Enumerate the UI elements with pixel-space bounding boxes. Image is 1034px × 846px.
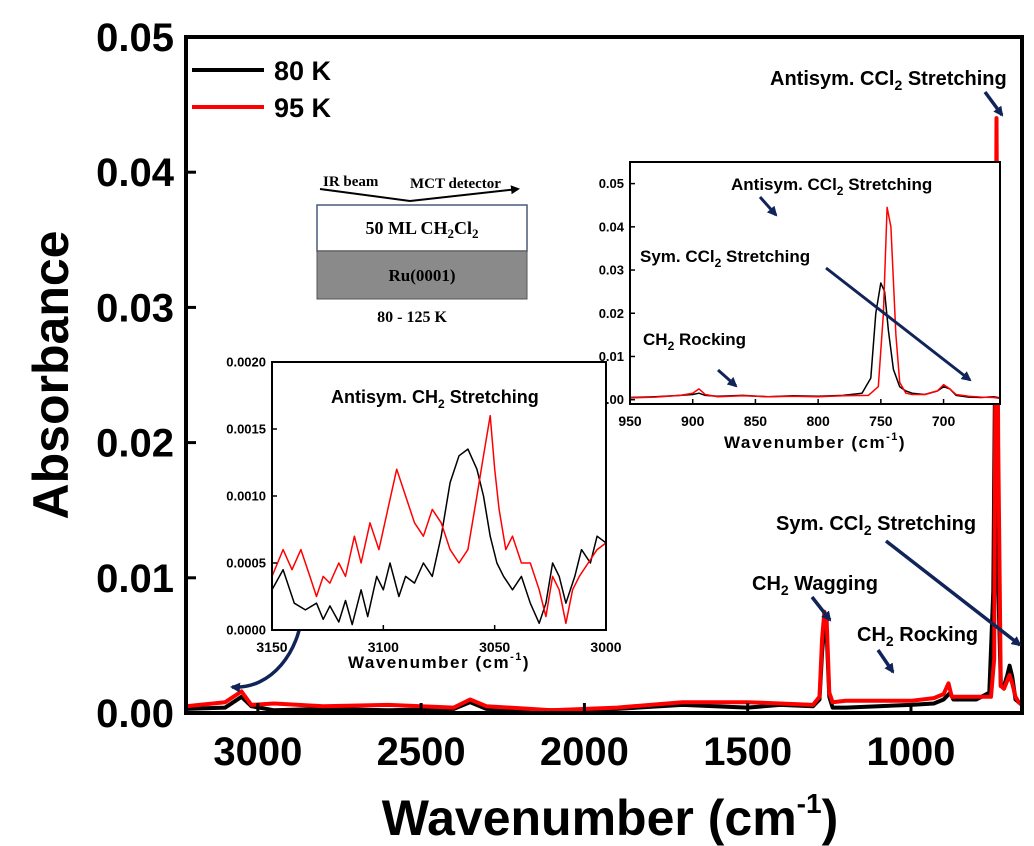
main-series-group — [186, 116, 1022, 713]
substrate-layer — [316, 250, 528, 300]
main-y-tick-label: 0.00 — [96, 692, 174, 736]
main-y-axis: 0.00 0.01 0.02 0.03 0.04 0.05 — [96, 16, 196, 736]
inset-arrow-sym — [825, 266, 972, 382]
main-plot-frame — [184, 35, 1024, 715]
inset_ccl2-x-tick-label: 750 — [869, 413, 893, 429]
inset-ccl2-frame — [629, 161, 1001, 405]
main-x-tick-label: 1000 — [866, 730, 955, 774]
inset_ccl2-y-tick-label: 0.03 — [599, 263, 624, 278]
annotation-ch2-wagging: CH2 Wagging — [752, 573, 878, 598]
inset_ch2-x-tick-label: 3150 — [256, 639, 287, 655]
main-x-tick-label: 2500 — [377, 730, 466, 774]
arrow-antisym-ccl2 — [983, 90, 1004, 117]
arrow-sym-ccl2 — [884, 539, 1022, 647]
inset-ccl2-x-axis: 950 900 850 800 750 700 — [618, 399, 955, 429]
main-y-axis-title: Absorbance — [23, 231, 79, 520]
main-chart: 0.00 0.01 0.02 0.03 0.04 0.05 3000 2500 2000 150… — [23, 16, 1024, 846]
annotation-ch2-rocking: CH2 Rocking — [857, 624, 978, 649]
inset-annotation-ch2-rocking: CH2 Rocking — [643, 330, 746, 353]
inset_ch2-y-tick-label: 0.0010 — [226, 489, 266, 504]
ir-beam-label: IR beam — [323, 174, 379, 190]
annotation-antisym-ccl2: Antisym. CCl2 Stretching — [770, 68, 1007, 93]
main-y-tick-label: 0.05 — [96, 16, 174, 60]
inset_ch2-series-95k — [272, 414, 606, 625]
film-label: 50 ML CH2Cl2 — [365, 218, 478, 241]
main-x-tick-label: 1500 — [703, 730, 792, 774]
detector-label: MCT detector — [410, 176, 501, 192]
inset_ch2-y-tick-label: 0.0020 — [226, 355, 266, 370]
inset-annotation-antisym-ccl2: Antisym. CCl2 Stretching — [731, 175, 932, 198]
inset_ch2-y-tick-label: 0.0005 — [226, 556, 266, 571]
experiment-schematic: IR beam MCT detector 50 ML CH2Cl2 Ru(000… — [316, 174, 528, 326]
temperature-label: 80 - 125 K — [377, 309, 447, 326]
inset-annotation-sym-ccl2: Sym. CCl2 Stretching — [640, 247, 810, 270]
main-y-tick-label: 0.02 — [96, 422, 174, 466]
inset-ccl2-annotations: Antisym. CCl2 Stretching Sym. CCl2 Stret… — [640, 175, 932, 353]
inset_ccl2-y-tick-label: 0.01 — [599, 349, 624, 364]
main-series-95k — [186, 116, 1022, 713]
inset_ch2-y-tick-label: 0.0015 — [226, 422, 266, 437]
inset-ccl2-arrows — [717, 196, 972, 388]
substrate-label: Ru(0001) — [388, 266, 455, 285]
inset-annotation-ch2-stretching: Antisym. CH2 Stretching — [331, 387, 539, 411]
ir-beam-in — [319, 188, 411, 202]
arrow-ch2-rocking — [876, 649, 895, 674]
inset-ch2-x-axis-title: Wavenumber (cm-1) — [348, 651, 530, 672]
legend-label-80k: 80 K — [274, 56, 332, 86]
inset_ch2-x-tick-label: 3050 — [479, 639, 510, 655]
inset_ccl2-y-tick-label: 0.02 — [599, 306, 624, 321]
main-x-axis-title: Wavenumber (cm-1) — [382, 788, 838, 846]
film-layer — [316, 204, 528, 252]
inset-ch2-series-group — [272, 414, 606, 626]
inset_ch2-y-tick-label: 0.0000 — [226, 623, 266, 638]
inset_ch2-series-80k — [272, 448, 606, 626]
inset_ccl2-x-tick-label: 900 — [681, 413, 705, 429]
annotation-sym-ccl2: Sym. CCl2 Stretching — [776, 513, 976, 538]
inset-arrow-antisym — [758, 196, 778, 217]
main-x-tick-label: 3000 — [213, 730, 302, 774]
inset_ccl2-x-tick-label: 850 — [744, 413, 768, 429]
inset_ccl2-x-tick-label: 800 — [806, 413, 830, 429]
inset-ccl2-y-axis: 0.000.010.020.030.040.05 — [599, 176, 635, 407]
inset_ccl2-y-tick-label: 0.04 — [599, 219, 625, 234]
inset-ccl2-series-group — [630, 206, 1000, 400]
main-y-tick-label: 0.01 — [96, 557, 174, 601]
legend: 80 K 95 K — [192, 56, 332, 123]
inset_ch2-x-tick-label: 3000 — [590, 639, 621, 655]
inset_ccl2-x-tick-label: 950 — [618, 413, 642, 429]
arrow-ch2-wagging — [810, 595, 832, 622]
inset-ch2-y-axis: 0.0000 0.0005 0.0010 0.0015 0.0020 — [226, 355, 277, 638]
inset-ccl2-chart: 0.000.010.020.030.040.05 950 900 850 800 750… — [599, 161, 1001, 452]
main-x-tick-label: 2000 — [540, 730, 629, 774]
main-x-axis: 3000 2500 2000 1500 1000 — [213, 703, 955, 774]
legend-label-95k: 95 K — [274, 93, 332, 123]
inset_ccl2-series-95k — [630, 206, 1000, 400]
main-y-tick-label: 0.04 — [96, 151, 175, 195]
inset_ccl2-y-tick-label: 0.05 — [599, 176, 624, 191]
inset-ccl2-x-axis-title: Wavenumber (cm-1) — [724, 431, 906, 452]
ir-beam-out — [409, 185, 520, 202]
inset-ch2-x-axis: 3150 3100 3050 3000 — [256, 625, 622, 655]
main-y-tick-label: 0.03 — [96, 286, 174, 330]
main-annotations: Antisym. CCl2 Stretching Sym. CCl2 Stret… — [752, 68, 1007, 649]
inset_ccl2-x-tick-label: 700 — [932, 413, 956, 429]
inset-arrow-rocking — [717, 368, 738, 388]
inset_ch2-x-tick-label: 3100 — [368, 639, 399, 655]
